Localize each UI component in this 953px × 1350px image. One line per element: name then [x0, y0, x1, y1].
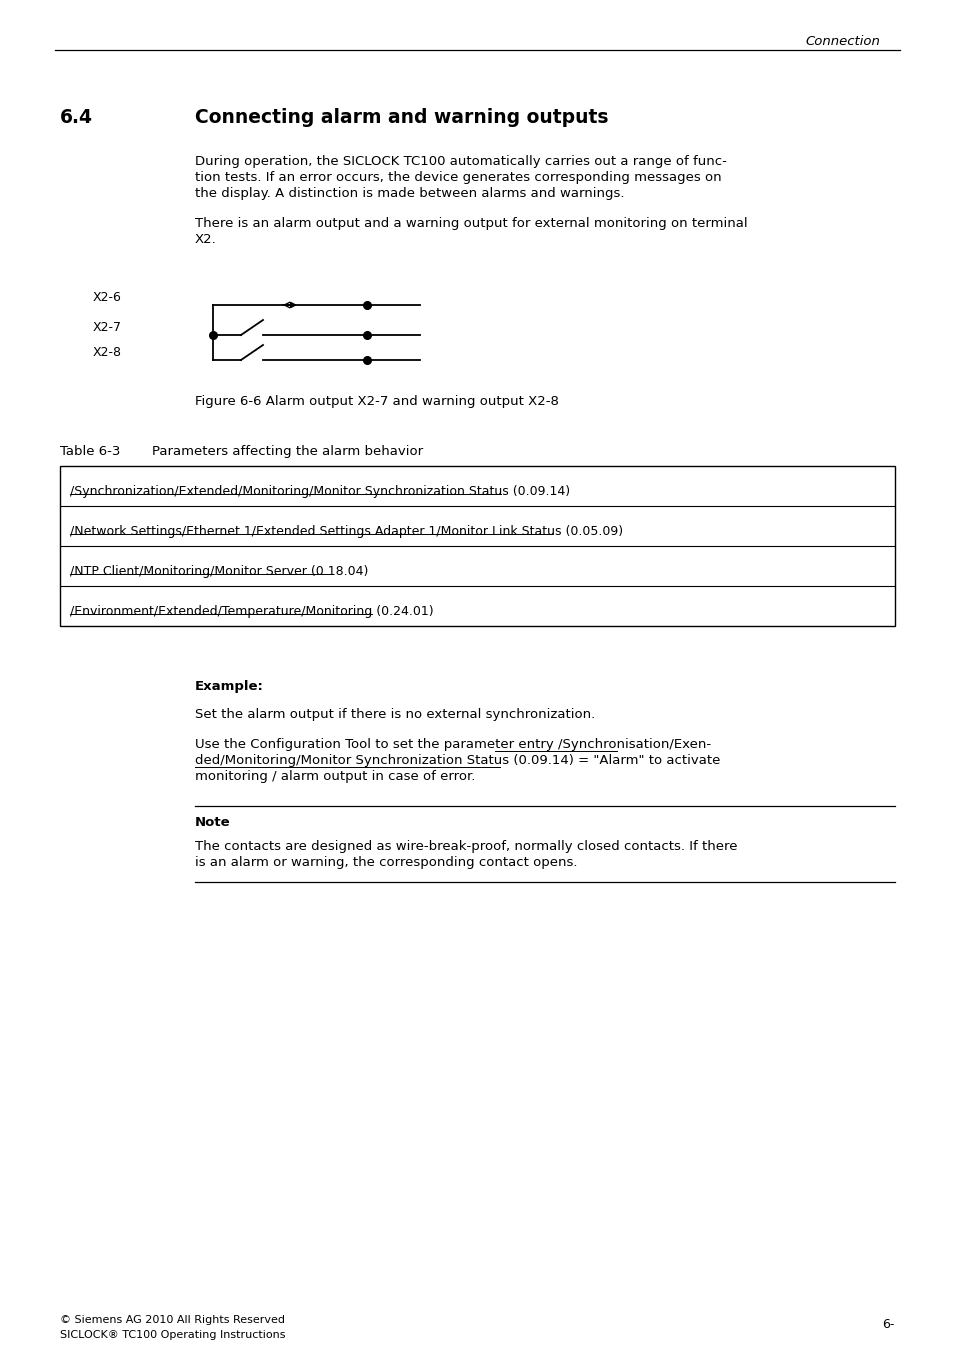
Text: X2-6: X2-6	[92, 292, 122, 304]
Text: /NTP Client/Monitoring/Monitor Server (0.18.04): /NTP Client/Monitoring/Monitor Server (0…	[70, 564, 368, 578]
Text: is an alarm or warning, the corresponding contact opens.: is an alarm or warning, the correspondin…	[194, 856, 577, 869]
Text: ded/Monitoring/Monitor Synchronization Status (0.09.14) = "Alarm" to activate: ded/Monitoring/Monitor Synchronization S…	[194, 755, 720, 767]
Text: /Synchronization/Extended/Monitoring/Monitor Synchronization Status (0.09.14): /Synchronization/Extended/Monitoring/Mon…	[70, 485, 570, 498]
Text: Connection: Connection	[804, 35, 879, 49]
Text: /Environment/Extended/Temperature/Monitoring (0.24.01): /Environment/Extended/Temperature/Monito…	[70, 605, 434, 617]
Text: tion tests. If an error occurs, the device generates corresponding messages on: tion tests. If an error occurs, the devi…	[194, 171, 720, 184]
Text: Connecting alarm and warning outputs: Connecting alarm and warning outputs	[194, 108, 608, 127]
Text: During operation, the SICLOCK TC100 automatically carries out a range of func-: During operation, the SICLOCK TC100 auto…	[194, 155, 726, 167]
Text: the display. A distinction is made between alarms and warnings.: the display. A distinction is made betwe…	[194, 188, 624, 200]
Text: Parameters affecting the alarm behavior: Parameters affecting the alarm behavior	[152, 446, 423, 458]
Text: X2.: X2.	[194, 234, 216, 246]
Text: There is an alarm output and a warning output for external monitoring on termina: There is an alarm output and a warning o…	[194, 217, 747, 230]
Text: Figure 6-6 Alarm output X2-7 and warning output X2-8: Figure 6-6 Alarm output X2-7 and warning…	[194, 396, 558, 408]
Text: Use the Configuration Tool to set the parameter entry /Synchronisation/Exen-: Use the Configuration Tool to set the pa…	[194, 738, 710, 751]
Bar	[60, 466, 894, 626]
Text: SICLOCK® TC100 Operating Instructions: SICLOCK® TC100 Operating Instructions	[60, 1330, 285, 1341]
Text: Set the alarm output if there is no external synchronization.: Set the alarm output if there is no exte…	[194, 707, 595, 721]
Text: monitoring / alarm output in case of error.: monitoring / alarm output in case of err…	[194, 769, 475, 783]
Text: Example:: Example:	[194, 680, 264, 693]
Text: The contacts are designed as wire-break-proof, normally closed contacts. If ther: The contacts are designed as wire-break-…	[194, 840, 737, 853]
Text: X2-7: X2-7	[92, 321, 122, 333]
Text: Note: Note	[194, 815, 231, 829]
Text: /Network Settings/Ethernet 1/Extended Settings Adapter 1/Monitor Link Status (0.: /Network Settings/Ethernet 1/Extended Se…	[70, 525, 622, 537]
Text: 6-: 6-	[882, 1318, 894, 1331]
Text: X2-8: X2-8	[92, 346, 122, 359]
Text: Table 6-3: Table 6-3	[60, 446, 120, 458]
Text: © Siemens AG 2010 All Rights Reserved: © Siemens AG 2010 All Rights Reserved	[60, 1315, 285, 1324]
Text: 6.4: 6.4	[60, 108, 92, 127]
